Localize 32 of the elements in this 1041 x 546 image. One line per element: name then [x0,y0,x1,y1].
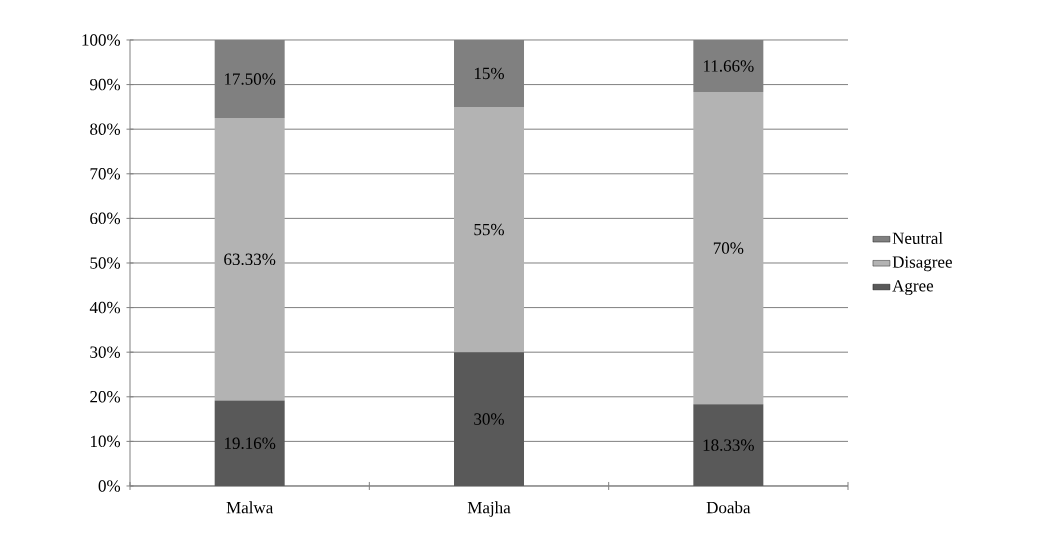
data-label: 18.33% [703,439,754,451]
y-tick-label: 40% [89,301,121,314]
data-label: 55% [474,223,505,236]
data-label: 30% [474,413,505,425]
legend-label: Neutral [892,232,943,245]
y-tick-label: 80% [90,123,121,135]
y-tick-label: 60% [90,212,121,225]
x-tick-label: Malwa [226,501,274,514]
y-tick-label: 90% [90,78,121,91]
data-label: 15% [474,67,505,80]
y-tick-label: 0% [98,480,121,492]
x-tick-label: Majha [467,501,511,517]
bar [693,404,764,486]
y-tick-label: 70% [90,168,121,180]
y-tick-label: 20% [90,391,121,403]
data-label: 19.16% [224,437,276,450]
legend-label: Agree [892,280,934,296]
bar [693,92,764,405]
data-label: 11.66% [703,60,754,72]
x-tick-label: Doaba [706,501,751,514]
bar [214,400,285,486]
y-tick-label: 10% [90,435,121,448]
bar [454,106,525,353]
bar [454,352,525,486]
y-tick-label: 50% [90,257,121,269]
y-tick-label: 100% [82,34,121,46]
y-tick-label: 30% [90,346,121,358]
data-label: 63.33% [224,253,276,266]
legend-label: Disagree [892,256,952,272]
bar [214,118,285,401]
data-label: 70% [713,242,744,254]
data-label: 17.50% [224,73,276,85]
